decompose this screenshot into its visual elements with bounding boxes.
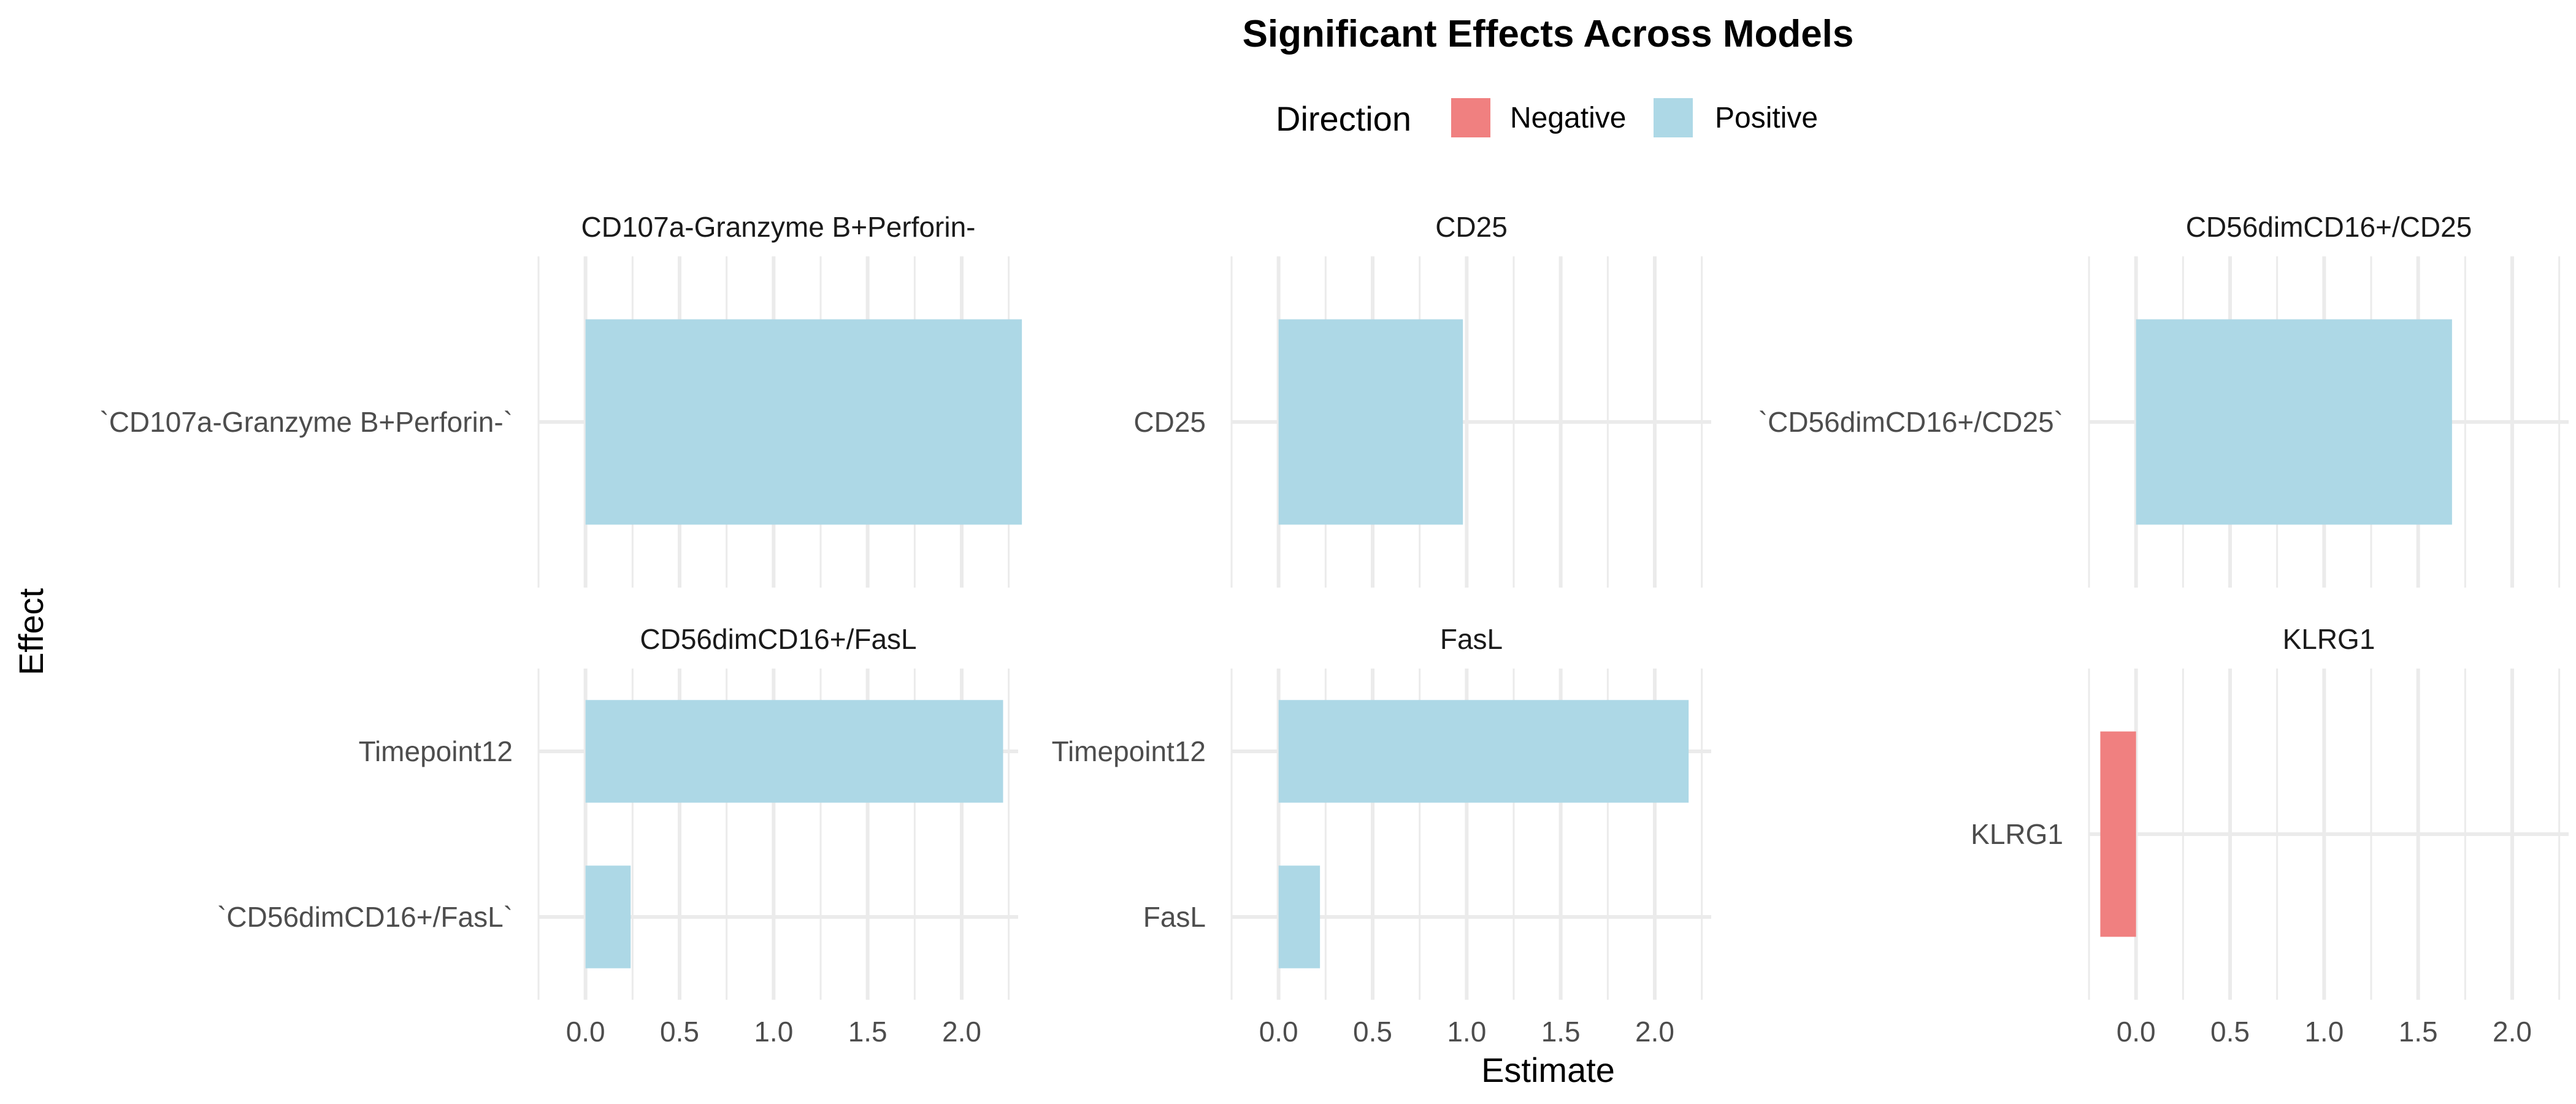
bar: [585, 865, 631, 968]
facet-panel: CD56dimCD16+/FasL Timepoint12 `CD56dimCD16…: [217, 623, 1018, 1048]
bar: [2136, 319, 2452, 525]
x-tick-label: 0.0: [566, 1016, 605, 1048]
x-tick-label: 0.5: [1353, 1016, 1392, 1048]
x-tick-label: 0.5: [2210, 1016, 2250, 1048]
x-tick-label: 1.5: [1541, 1016, 1581, 1048]
facet-title: CD25: [1435, 211, 1508, 243]
facet-title: CD56dimCD16+/FasL: [640, 623, 916, 655]
y-axis-title: Effect: [12, 588, 50, 675]
bar: [585, 700, 1003, 803]
y-tick-label: FasL: [1143, 901, 1206, 933]
x-tick-label: 0.5: [660, 1016, 699, 1048]
bar: [1278, 700, 1689, 803]
y-tick-label: KLRG1: [1971, 818, 2063, 850]
facet-panel: KLRG1 KLRG1 0.0 0.5 1.0 1.5 2.0: [1971, 623, 2569, 1048]
x-tick-label: 2.0: [2493, 1016, 2532, 1048]
bar: [2100, 731, 2136, 937]
x-tick-label: 1.0: [2304, 1016, 2344, 1048]
facet-title: CD107a-Granzyme B+Perforin-: [581, 211, 976, 243]
x-tick-label: 1.5: [848, 1016, 887, 1048]
y-tick-label: CD25: [1133, 406, 1206, 438]
bar: [1278, 319, 1463, 525]
legend-swatch-positive: [1654, 98, 1693, 137]
legend-label-negative: Negative: [1510, 102, 1626, 134]
legend-swatch-negative: [1451, 98, 1490, 137]
y-tick-label: `CD107a-Granzyme B+Perforin-`: [99, 406, 513, 438]
x-tick-label: 2.0: [942, 1016, 981, 1048]
facet-panel: CD25 CD25: [1133, 211, 1711, 588]
x-tick-label: 2.0: [1635, 1016, 1674, 1048]
facet-panels: CD107a-Granzyme B+Perforin- `CD107a-Granz…: [99, 211, 2569, 1048]
x-tick-label: 1.5: [2399, 1016, 2438, 1048]
y-tick-label: Timepoint12: [359, 735, 513, 767]
facet-panel: CD107a-Granzyme B+Perforin- `CD107a-Granz…: [99, 211, 1022, 588]
legend-title: Direction: [1276, 99, 1411, 138]
x-axis-title: Estimate: [1481, 1051, 1615, 1089]
y-tick-label: `CD56dimCD16+/FasL`: [217, 901, 513, 933]
chart-title: Significant Effects Across Models: [1243, 13, 1854, 55]
bar: [585, 319, 1022, 525]
facet-panel: CD56dimCD16+/CD25 `CD56dimCD16+/CD25`: [1758, 211, 2569, 588]
x-tick-label: 1.0: [754, 1016, 793, 1048]
facet-title: CD56dimCD16+/CD25: [2186, 211, 2472, 243]
legend-label-positive: Positive: [1715, 102, 1818, 134]
bar: [1278, 865, 1321, 968]
facet-title: KLRG1: [2283, 623, 2375, 655]
facet-panel: FasL Timepoint12 FasL 0.0 0.5 1.0 1.5 2.0: [1052, 623, 1711, 1048]
legend: Direction Negative Positive: [1276, 98, 1818, 138]
y-tick-label: Timepoint12: [1052, 735, 1206, 767]
x-tick-label: 0.0: [1259, 1016, 1298, 1048]
y-tick-label: `CD56dimCD16+/CD25`: [1758, 406, 2063, 438]
x-tick-label: 1.0: [1447, 1016, 1486, 1048]
x-tick-label: 0.0: [2117, 1016, 2156, 1048]
facet-title: FasL: [1440, 623, 1503, 655]
